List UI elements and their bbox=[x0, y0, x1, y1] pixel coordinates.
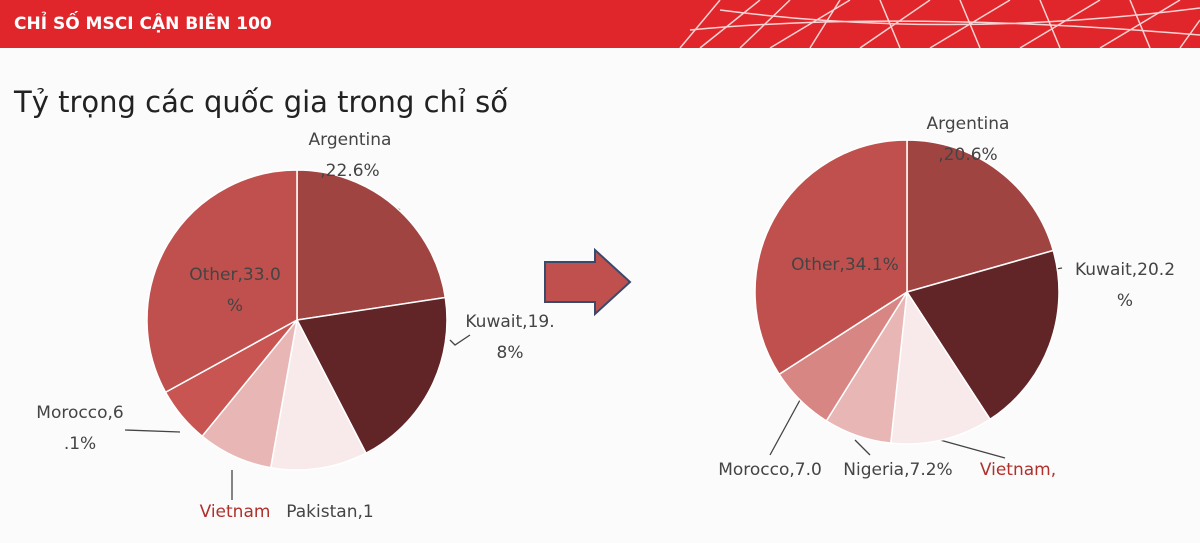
data-label: Morocco,6 bbox=[36, 403, 123, 423]
data-label: 8% bbox=[497, 343, 524, 363]
data-label: Argentina bbox=[309, 130, 392, 150]
data-label: Other,33.0 bbox=[189, 265, 281, 285]
pie-slice bbox=[269, 317, 367, 471]
pie-slice bbox=[754, 139, 908, 376]
data-label: Kuwait,20.2 bbox=[1075, 260, 1175, 280]
data-label: % bbox=[1117, 291, 1133, 311]
pie-slice bbox=[146, 169, 298, 394]
pie-slice bbox=[905, 249, 1060, 421]
data-label: Argentina bbox=[927, 114, 1010, 134]
arrow bbox=[544, 247, 632, 317]
data-label: ,22.6% bbox=[320, 161, 379, 181]
pie-slice bbox=[296, 169, 447, 321]
pie-slice bbox=[295, 296, 448, 455]
data-label: Other,34.1% bbox=[791, 255, 899, 275]
data-label: % bbox=[227, 296, 243, 316]
header-title: CHỈ SỐ MSCI CẬN BIÊN 100 bbox=[14, 10, 272, 34]
data-label: Kuwait,19. bbox=[465, 312, 554, 332]
data-label: Pakistan,1 bbox=[286, 502, 373, 522]
data-label: .1% bbox=[64, 434, 96, 454]
data-label: Vietnam, bbox=[980, 460, 1056, 480]
data-label: ,20.6% bbox=[938, 145, 997, 165]
pie-slice bbox=[906, 139, 1055, 293]
data-label: Nigeria,7.2% bbox=[843, 460, 952, 480]
header-decoration bbox=[679, 0, 1200, 49]
pie-slice bbox=[889, 289, 992, 445]
data-label: Morocco,7.0 bbox=[718, 460, 822, 480]
subtitle: Tỷ trọng các quốc gia trong chỉ số bbox=[13, 85, 508, 119]
data-label: Vietnam bbox=[200, 502, 271, 522]
